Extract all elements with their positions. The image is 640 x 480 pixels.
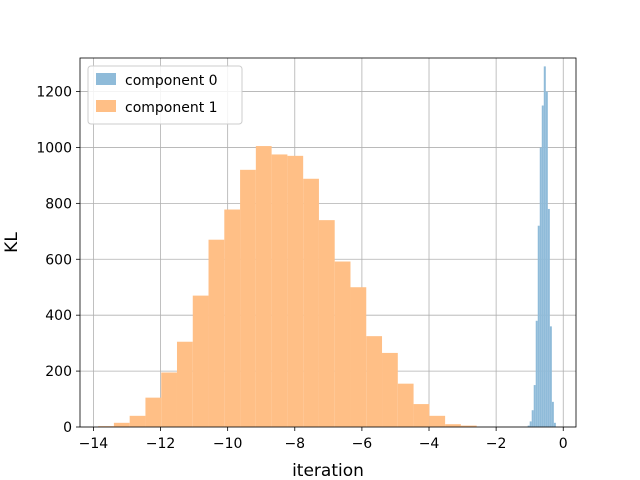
- bar-component-1: [255, 146, 272, 427]
- ticks: −14 −12 −10 −8 −6 −4 −2 0 0 200 400 600 800 1000 1200: [36, 85, 567, 452]
- bar-component-0: [553, 422, 556, 427]
- bar-component-0: [527, 425, 530, 427]
- legend-entry-label: component 1: [125, 100, 218, 116]
- x-axis-label: iteration: [292, 461, 364, 480]
- bar-component-0: [533, 385, 536, 427]
- bar-component-1: [460, 425, 477, 427]
- y-tick-label: 200: [45, 364, 72, 380]
- bar-component-1: [350, 287, 367, 427]
- y-tick-label: 600: [45, 252, 72, 268]
- bar-component-0: [545, 91, 548, 427]
- legend-entry-label: component 0: [125, 73, 218, 89]
- legend: component 0 component 1: [87, 65, 243, 125]
- legend-frame: [87, 65, 243, 125]
- bar-component-1: [224, 209, 241, 427]
- bar-component-1: [271, 154, 288, 427]
- y-tick-label: 400: [45, 308, 72, 324]
- bar-component-0: [529, 421, 532, 427]
- bar-component-0: [549, 326, 552, 427]
- y-tick-label: 1200: [36, 85, 72, 101]
- x-tick-label: −6: [352, 436, 373, 452]
- x-tick-label: −4: [419, 436, 440, 452]
- bar-component-1: [366, 336, 383, 427]
- bar-component-0: [531, 410, 534, 427]
- bar-component-1: [413, 404, 430, 427]
- bar-component-1: [208, 239, 225, 427]
- y-tick-label: 800: [45, 196, 72, 212]
- y-tick-label: 0: [63, 420, 72, 436]
- bar-component-1: [382, 352, 398, 427]
- bar-component-1: [397, 383, 414, 427]
- x-tick-label: −8: [284, 436, 305, 452]
- bar-component-1: [98, 426, 114, 427]
- x-tick-label: −10: [213, 436, 243, 452]
- bar-component-1: [145, 397, 162, 427]
- bar-component-0: [541, 105, 544, 427]
- y-axis-label: KL: [2, 232, 22, 253]
- bar-component-0: [543, 66, 546, 428]
- x-tick-label: −12: [146, 436, 176, 452]
- bar-component-0: [537, 225, 540, 427]
- bar-component-1: [318, 220, 335, 427]
- bar-component-0: [535, 320, 538, 427]
- bar-component-1: [113, 422, 130, 427]
- bar-component-0: [539, 147, 542, 428]
- bar-component-1: [303, 178, 319, 427]
- bar-component-1: [240, 169, 256, 427]
- legend-swatch: [96, 100, 116, 112]
- bar-component-0: [551, 401, 554, 427]
- bar-component-1: [445, 424, 461, 427]
- bars: [98, 66, 556, 428]
- bar-component-1: [192, 295, 209, 427]
- bar-component-1: [176, 341, 193, 427]
- y-tick-label: 1000: [36, 140, 72, 156]
- bar-component-1: [287, 155, 304, 427]
- bar-component-1: [334, 261, 351, 427]
- bar-component-1: [161, 372, 177, 427]
- legend-swatch: [96, 73, 116, 85]
- plot-frame: [79, 57, 577, 428]
- bar-component-1: [429, 415, 446, 427]
- x-tick-label: −14: [79, 436, 109, 452]
- bar-component-1: [129, 415, 146, 427]
- x-tick-label: −2: [486, 436, 507, 452]
- x-tick-label: 0: [559, 436, 568, 452]
- bar-component-0: [547, 208, 550, 427]
